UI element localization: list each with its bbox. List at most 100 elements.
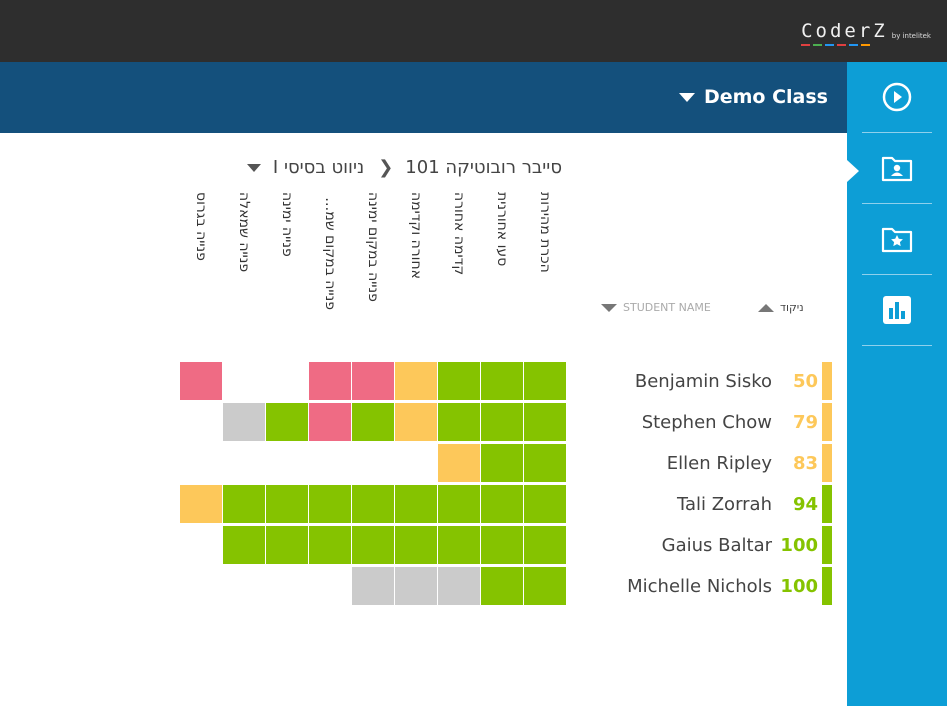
- progress-cell: [309, 444, 351, 482]
- progress-cell[interactable]: [481, 485, 523, 523]
- breadcrumb-mission[interactable]: ניווט בסיסי I: [272, 157, 365, 178]
- progress-cell[interactable]: [395, 362, 437, 400]
- student-row[interactable]: Michelle Nichols 100: [600, 567, 840, 605]
- progress-cell[interactable]: [180, 362, 222, 400]
- progress-cell[interactable]: [524, 567, 566, 605]
- mission-column-header[interactable]: קדימה אחורה: [438, 192, 481, 322]
- progress-cell[interactable]: [309, 526, 351, 564]
- chevron-down-icon[interactable]: [246, 163, 261, 172]
- progress-cell[interactable]: [266, 403, 308, 441]
- progress-row: [180, 444, 570, 482]
- sort-down-icon: [601, 303, 617, 312]
- progress-cell[interactable]: [395, 485, 437, 523]
- mission-column-label: קדימה אחורה: [450, 192, 467, 276]
- progress-cell[interactable]: [438, 444, 480, 482]
- progress-cell[interactable]: [481, 403, 523, 441]
- sort-up-icon: [758, 303, 774, 312]
- sidebar-divider: [862, 345, 932, 346]
- mission-column-header[interactable]: פנייה ימינה: [266, 192, 309, 322]
- progress-cell[interactable]: [481, 362, 523, 400]
- progress-cell: [309, 567, 351, 605]
- breadcrumb-course[interactable]: סייבר רובוטיקה 101: [405, 157, 562, 178]
- mission-column-header[interactable]: פנייה בגרוס: [180, 192, 223, 322]
- logo-color-bar: [825, 44, 835, 46]
- student-name[interactable]: Tali Zorrah: [676, 494, 772, 515]
- progress-cell[interactable]: [223, 403, 265, 441]
- student-score: 50: [792, 371, 818, 392]
- progress-cell[interactable]: [395, 403, 437, 441]
- student-row[interactable]: Tali Zorrah 94: [600, 485, 840, 523]
- student-row[interactable]: Stephen Chow 79: [600, 403, 840, 441]
- sidebar-item-students[interactable]: [847, 133, 947, 203]
- progress-cell: [180, 403, 222, 441]
- progress-cell[interactable]: [481, 444, 523, 482]
- progress-cell[interactable]: [438, 567, 480, 605]
- student-row[interactable]: Ellen Ripley 83: [600, 444, 840, 482]
- progress-cell[interactable]: [438, 485, 480, 523]
- mission-column-headers: הכרת מהירות סעו אחורנית קדימה אחורה אחורה ו…: [180, 192, 567, 322]
- progress-cell[interactable]: [524, 526, 566, 564]
- mission-column-header[interactable]: אחורה וקדימה: [395, 192, 438, 322]
- mission-column-label: אחורה וקדימה: [407, 192, 424, 279]
- progress-cell[interactable]: [352, 403, 394, 441]
- sort-score-label: ניקוד: [780, 301, 804, 314]
- mission-column-label: סעו אחורנית: [493, 192, 510, 267]
- class-name: Demo Class: [703, 86, 828, 108]
- coderz-logo[interactable]: CoderZ by intelitek: [801, 20, 931, 46]
- progress-cell[interactable]: [309, 362, 351, 400]
- progress-cell[interactable]: [438, 362, 480, 400]
- progress-row: [180, 403, 570, 441]
- logo-by-text: by intelitek: [891, 32, 931, 40]
- progress-cell[interactable]: [180, 485, 222, 523]
- student-name[interactable]: Stephen Chow: [641, 412, 772, 433]
- progress-cell[interactable]: [438, 526, 480, 564]
- student-row[interactable]: Gaius Baltar 100: [600, 526, 840, 564]
- student-name[interactable]: Michelle Nichols: [627, 576, 772, 597]
- mission-column-header[interactable]: הכרת מהירות: [524, 192, 567, 322]
- sidebar-item-missions[interactable]: [847, 204, 947, 274]
- progress-cell[interactable]: [266, 526, 308, 564]
- mission-column-header[interactable]: פנייה במקום ימינה: [352, 192, 395, 322]
- class-selector[interactable]: Demo Class: [678, 86, 828, 108]
- mission-column-header[interactable]: סעו אחורנית: [481, 192, 524, 322]
- student-name[interactable]: Ellen Ripley: [666, 453, 772, 474]
- progress-cell[interactable]: [266, 485, 308, 523]
- progress-cell[interactable]: [481, 526, 523, 564]
- sidebar-item-reports[interactable]: [847, 275, 947, 345]
- top-bar: CoderZ by intelitek: [0, 0, 947, 62]
- progress-cell[interactable]: [309, 403, 351, 441]
- progress-cell[interactable]: [395, 526, 437, 564]
- student-name[interactable]: Benjamin Sisko: [634, 371, 772, 392]
- progress-cell[interactable]: [352, 567, 394, 605]
- sort-by-student-name[interactable]: STUDENT NAME: [601, 301, 711, 314]
- sidebar-item-play[interactable]: [847, 62, 947, 132]
- progress-cell[interactable]: [524, 444, 566, 482]
- mission-column-header[interactable]: פנייה שמאלה: [223, 192, 266, 322]
- progress-cell[interactable]: [524, 403, 566, 441]
- progress-cell[interactable]: [352, 362, 394, 400]
- logo-color-bar: [861, 44, 871, 46]
- progress-cell[interactable]: [481, 567, 523, 605]
- sort-by-score[interactable]: ניקוד: [758, 301, 804, 314]
- progress-cell[interactable]: [352, 526, 394, 564]
- progress-row: [180, 485, 570, 523]
- progress-cell[interactable]: [438, 403, 480, 441]
- progress-cell[interactable]: [395, 567, 437, 605]
- logo-color-bar: [813, 44, 823, 46]
- progress-cell: [395, 444, 437, 482]
- logo-color-bars: [801, 44, 871, 46]
- chevron-right-icon: ❯: [378, 157, 394, 178]
- mission-column-header[interactable]: פנייה במקום שמאלה: [309, 192, 352, 322]
- sidebar-divider: [862, 203, 932, 204]
- progress-cell[interactable]: [524, 362, 566, 400]
- student-name[interactable]: Gaius Baltar: [661, 535, 772, 556]
- progress-cell[interactable]: [352, 485, 394, 523]
- progress-cell[interactable]: [524, 485, 566, 523]
- progress-cell[interactable]: [223, 526, 265, 564]
- progress-cell[interactable]: [309, 485, 351, 523]
- score-status-bar: [822, 444, 832, 482]
- student-row[interactable]: Benjamin Sisko 50: [600, 362, 840, 400]
- score-status-bar: [822, 485, 832, 523]
- progress-cell[interactable]: [223, 485, 265, 523]
- sidebar-divider: [862, 132, 932, 133]
